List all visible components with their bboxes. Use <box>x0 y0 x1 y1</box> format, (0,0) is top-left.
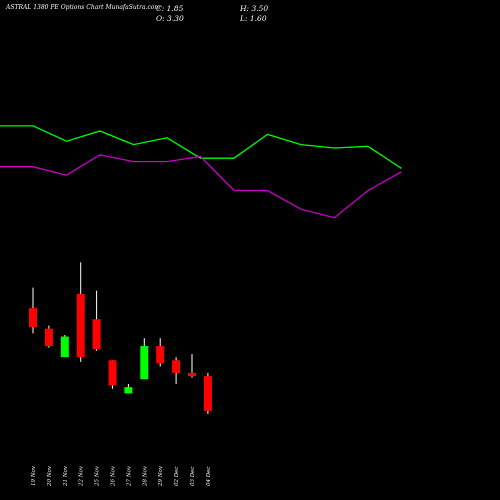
candle-body <box>140 346 149 380</box>
x-tick-label: 22 Nov <box>79 465 85 487</box>
x-tick-label: 26 Nov <box>111 465 117 487</box>
overlay-lines-plot <box>0 125 402 219</box>
candle-body <box>124 387 133 394</box>
x-tick-label: 28 Nov <box>142 465 148 487</box>
candle-body <box>156 346 165 364</box>
x-tick-label: 27 Nov <box>126 465 132 487</box>
x-tick-label: 29 Nov <box>158 465 164 487</box>
x-tick-label: 03 Dec <box>190 467 196 487</box>
close-value: C: 1.85 <box>156 4 184 13</box>
candle-body <box>203 376 212 411</box>
x-tick-label: 19 Nov <box>31 465 37 486</box>
overlay-line-1 <box>0 125 402 169</box>
candle-body <box>92 319 101 350</box>
overlay-line-2 <box>0 154 402 219</box>
candle-body <box>108 360 117 386</box>
x-tick-label: 25 Nov <box>95 465 101 487</box>
candle-body <box>188 372 196 377</box>
x-tick-label: 02 Dec <box>174 467 180 487</box>
low-value: L: 1.60 <box>240 14 267 23</box>
candle-body <box>172 360 181 373</box>
chart-title: ASTRAL 1380 PE Options Chart MunafaSutra… <box>6 4 161 11</box>
high-value: H: 3.50 <box>240 4 269 13</box>
candle-body <box>44 328 53 347</box>
x-tick-label: 04 Dec <box>206 467 212 487</box>
candle-body <box>76 293 85 358</box>
open-value: O: 3.30 <box>156 14 184 23</box>
candle-body <box>29 308 37 328</box>
candle-body <box>60 336 69 358</box>
x-tick-label: 20 Nov <box>47 465 53 487</box>
x-tick-label: 21 Nov <box>63 465 69 487</box>
